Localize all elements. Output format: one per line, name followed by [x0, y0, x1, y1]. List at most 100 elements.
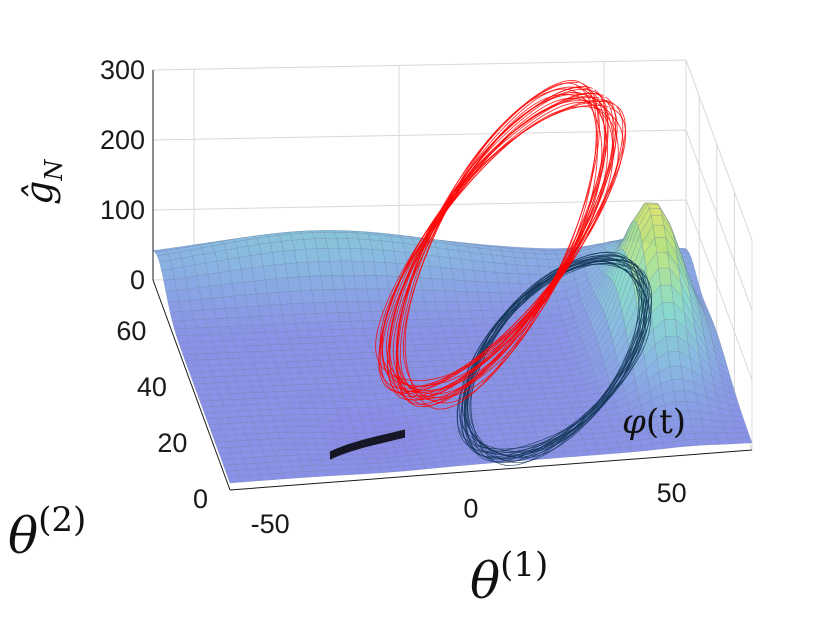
- surface-cell: [233, 339, 248, 347]
- surface-cell: [307, 389, 321, 397]
- surface-cell: [198, 334, 212, 342]
- surface-cell: [273, 449, 288, 457]
- surface-cell: [301, 465, 316, 472]
- surface-cell: [262, 324, 277, 333]
- surface-cell: [350, 420, 365, 428]
- surface-cell: [196, 274, 211, 288]
- surface-cell: [441, 325, 455, 333]
- surface-cell: [662, 302, 676, 321]
- surface-cell: [477, 396, 492, 404]
- surface-cell: [230, 363, 245, 371]
- surface-cell: [328, 321, 343, 330]
- surface-cell: [314, 238, 328, 249]
- surface-cell: [228, 387, 243, 394]
- surface-cell: [547, 258, 561, 267]
- surface-cell: [335, 301, 350, 313]
- surface-cell: [169, 311, 184, 322]
- surface-cell: [291, 303, 306, 315]
- surface-cell: [268, 373, 282, 381]
- surface-cell: [507, 356, 522, 364]
- surface-cell: [511, 427, 525, 434]
- surface-cell: [349, 248, 364, 262]
- surface-cell: [417, 319, 431, 327]
- x-axis-line: [229, 449, 753, 491]
- surface-cell: [285, 361, 300, 368]
- surface-cell: [321, 336, 336, 344]
- surface-cell: [651, 442, 666, 450]
- surface-cell: [338, 248, 353, 262]
- surface-cell: [309, 395, 323, 403]
- surface-cell: [165, 290, 180, 303]
- surface-cell: [238, 316, 252, 327]
- surface-cell: [229, 452, 244, 460]
- surface-cell: [263, 362, 278, 369]
- surface-cell: [337, 414, 352, 422]
- surface-cell: [362, 261, 377, 276]
- surface-cell: [377, 288, 392, 302]
- trajectory-dark-line: [461, 255, 643, 454]
- surface-cell: [526, 265, 541, 275]
- surface-cell: [249, 253, 264, 268]
- surface-cell: [253, 332, 268, 340]
- surface-cell: [200, 298, 215, 311]
- surface-cell: [379, 466, 394, 473]
- surface-cell: [608, 447, 622, 454]
- surface-cell: [283, 355, 298, 363]
- surface-cell: [236, 469, 250, 477]
- surface-cell: [284, 449, 298, 456]
- surface-cell: [323, 342, 338, 349]
- surface-cell: [220, 333, 235, 341]
- surface-cell: [591, 432, 606, 440]
- surface-cell: [232, 457, 246, 465]
- surface-cell: [355, 288, 370, 302]
- surface-cell: [332, 335, 347, 343]
- surface-cell: [247, 244, 262, 256]
- surface-cell: [373, 453, 388, 459]
- surface-cell: [216, 317, 230, 328]
- surface-cell: [503, 406, 518, 413]
- surface-cell: [499, 395, 514, 402]
- surface-cell: [308, 454, 322, 461]
- surface-cell: [545, 300, 560, 310]
- surface-cell: [310, 366, 324, 373]
- surface-cell: [424, 371, 438, 379]
- surface-cell: [296, 261, 310, 278]
- surface-cell: [457, 301, 471, 311]
- surface-cell: [167, 301, 182, 313]
- surface-cell: [528, 382, 543, 390]
- surface-cell: [422, 289, 436, 302]
- surface-cell: [204, 353, 219, 360]
- surface-cell: [537, 344, 551, 351]
- surface-cell: [540, 355, 555, 362]
- surface-cell: [542, 419, 556, 427]
- surface-cell: [212, 405, 227, 413]
- surface-cell: [405, 350, 419, 357]
- surface-cell: [464, 280, 478, 293]
- surface-cell: [551, 413, 565, 421]
- surface-cell: [252, 362, 267, 370]
- surface-cell: [287, 276, 301, 292]
- surface-cell: [343, 459, 357, 465]
- surface-cell: [345, 370, 359, 377]
- surface-cell: [415, 378, 429, 385]
- surface-cell: [257, 344, 272, 352]
- surface-cell: [333, 288, 348, 303]
- surface-cell: [308, 360, 322, 367]
- surface-cell: [258, 468, 272, 475]
- surface-cell: [285, 262, 299, 278]
- surface-cell: [256, 462, 270, 470]
- surface-cell: [342, 275, 357, 290]
- surface-cell: [342, 394, 356, 402]
- surface-cell: [216, 259, 231, 273]
- surface-cell: [367, 340, 382, 348]
- surface-cell: [243, 280, 257, 296]
- surface-cell: [301, 343, 316, 350]
- surface-cell: [733, 421, 747, 428]
- surface-cell: [562, 413, 576, 420]
- surface-cell: [363, 327, 378, 336]
- surface-cell: [219, 393, 234, 401]
- surface-cell: [282, 472, 296, 480]
- surface-cell: [341, 358, 355, 366]
- surface-cell: [558, 402, 572, 410]
- surface-cell: [161, 268, 175, 281]
